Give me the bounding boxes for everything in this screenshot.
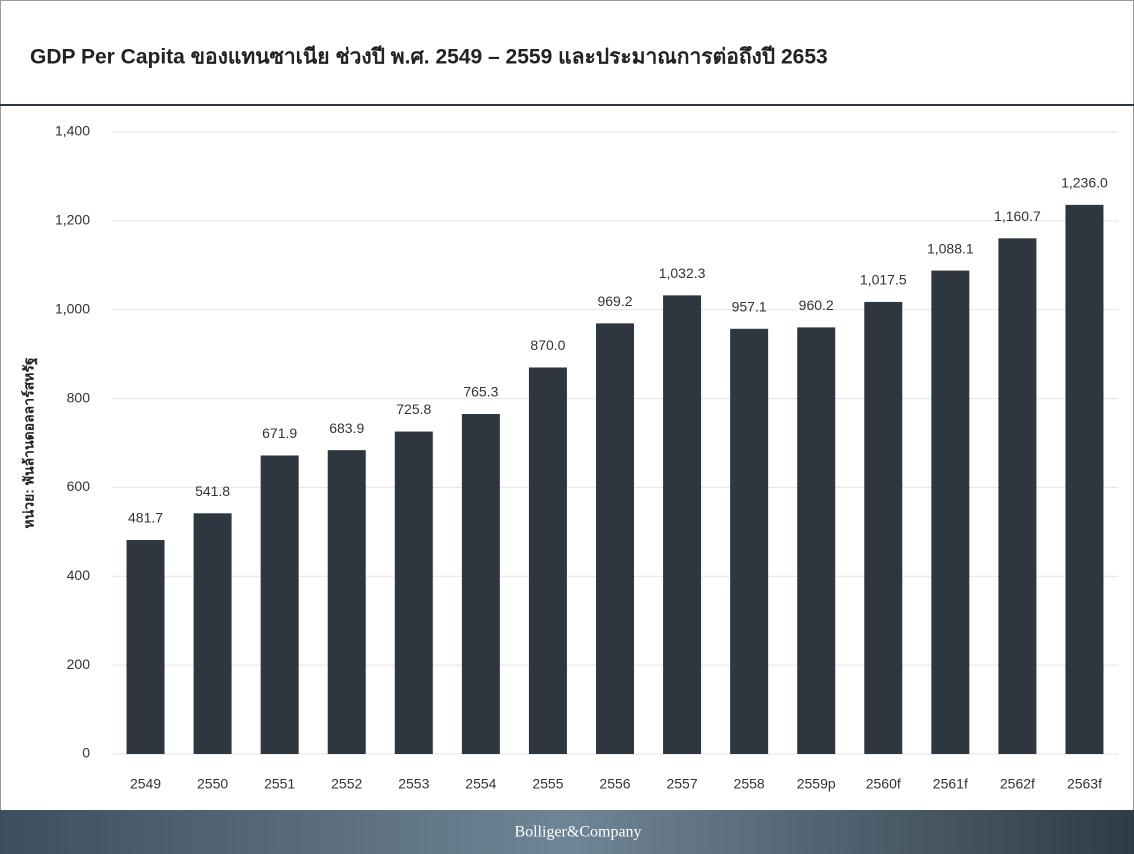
chart-title: GDP Per Capita ของแทนซาเนีย ช่วงปี พ.ศ. …	[30, 45, 828, 69]
value-label: 541.8	[195, 483, 230, 499]
bar	[193, 513, 232, 754]
bar	[730, 328, 769, 754]
bar	[461, 413, 500, 754]
x-tick-label: 2561f	[933, 776, 968, 792]
bar	[394, 431, 433, 754]
x-tick-label: 2563f	[1067, 776, 1102, 792]
bar	[327, 450, 366, 754]
value-label: 725.8	[396, 401, 431, 417]
value-label: 683.9	[329, 420, 364, 436]
footer-banner	[0, 810, 1134, 854]
value-label: 1,088.1	[927, 240, 974, 256]
x-tick-label: 2552	[331, 776, 362, 792]
bar	[126, 539, 165, 754]
value-label: 1,017.5	[860, 272, 907, 288]
value-label: 1,032.3	[659, 265, 706, 281]
value-label: 671.9	[262, 425, 297, 441]
value-label: 960.2	[799, 297, 834, 313]
y-tick-label: 800	[67, 389, 91, 405]
footer-brand: Bolliger&Company	[514, 824, 641, 841]
x-tick-label: 2551	[264, 776, 295, 792]
bar	[596, 323, 634, 754]
x-tick-label: 2559p	[797, 776, 836, 792]
bar	[797, 327, 836, 754]
value-label: 870.0	[530, 337, 565, 353]
y-tick-label: 1,000	[55, 300, 90, 316]
x-tick-label: 2554	[465, 776, 496, 792]
y-tick-label: 200	[67, 656, 91, 672]
y-tick-label: 600	[67, 478, 91, 494]
bar	[1065, 204, 1104, 754]
bar	[528, 367, 567, 754]
value-label: 765.3	[463, 384, 498, 400]
y-axis-label: หน่วย: พันล้านดอลลาร์สหรัฐ	[21, 357, 39, 529]
value-label: 481.7	[128, 510, 163, 526]
y-tick-label: 400	[67, 567, 91, 583]
x-tick-label: 2555	[532, 776, 563, 792]
value-label: 957.1	[732, 298, 767, 314]
bar	[931, 270, 970, 754]
y-tick-label: 0	[82, 745, 90, 761]
value-label: 1,236.0	[1061, 175, 1108, 191]
x-tick-label: 2553	[398, 776, 429, 792]
y-tick-label: 1,400	[55, 123, 90, 139]
x-tick-label: 2558	[734, 776, 765, 792]
x-tick-label: 2562f	[1000, 776, 1035, 792]
bar	[260, 455, 299, 754]
x-tick-label: 2557	[666, 776, 697, 792]
bar	[998, 238, 1037, 754]
x-tick-label: 2556	[599, 776, 630, 792]
bar	[864, 301, 903, 754]
y-tick-label: 1,200	[55, 212, 90, 228]
x-tick-label: 2549	[130, 776, 161, 792]
value-label: 1,160.7	[994, 208, 1041, 224]
value-label: 969.2	[597, 293, 632, 309]
x-tick-label: 2550	[197, 776, 228, 792]
bar	[663, 295, 702, 754]
x-tick-label: 2560f	[866, 776, 901, 792]
